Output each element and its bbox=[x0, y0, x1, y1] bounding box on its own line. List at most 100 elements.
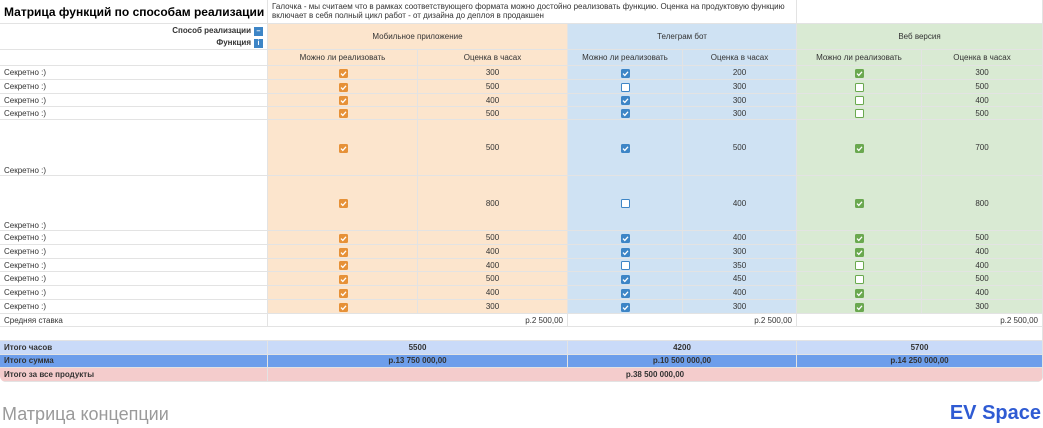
checkbox[interactable] bbox=[338, 143, 348, 153]
hours: 400 bbox=[418, 259, 568, 272]
row-label: Секретно :) bbox=[0, 259, 268, 272]
hours: 200 bbox=[683, 66, 797, 80]
col-header: Можно ли реализовать bbox=[268, 50, 418, 66]
hours: 300 bbox=[683, 94, 797, 107]
checkbox[interactable] bbox=[621, 82, 630, 92]
group-name: Веб версия bbox=[797, 24, 1043, 50]
hours: 500 bbox=[922, 231, 1043, 245]
checkbox[interactable] bbox=[338, 96, 348, 105]
hours: 300 bbox=[922, 300, 1043, 314]
checkbox[interactable] bbox=[621, 302, 630, 312]
row-label: Секретно :) bbox=[0, 286, 268, 300]
checkbox[interactable] bbox=[621, 96, 630, 105]
row-label: Секретно :) bbox=[0, 80, 268, 94]
checkbox[interactable] bbox=[338, 274, 348, 284]
checkbox[interactable] bbox=[338, 247, 348, 257]
checkbox[interactable] bbox=[855, 261, 864, 270]
checkbox[interactable] bbox=[621, 143, 630, 153]
hours: 300 bbox=[922, 66, 1043, 80]
corner-line: Функция i bbox=[216, 37, 263, 49]
checkbox[interactable] bbox=[855, 302, 864, 312]
title: Матрица функций по способам реализации bbox=[0, 0, 268, 24]
hours: 500 bbox=[418, 272, 568, 286]
total-value: 4200 bbox=[568, 341, 797, 355]
checkbox[interactable] bbox=[621, 199, 630, 208]
checkbox[interactable] bbox=[855, 82, 864, 92]
checkbox[interactable] bbox=[621, 288, 630, 298]
checkbox[interactable] bbox=[855, 274, 864, 284]
total-label: Итого часов bbox=[0, 341, 268, 355]
checkbox[interactable] bbox=[855, 247, 864, 257]
checkbox[interactable] bbox=[855, 288, 864, 298]
hours: 700 bbox=[922, 120, 1043, 176]
hours: 400 bbox=[922, 259, 1043, 272]
row-label: Секретно :) bbox=[0, 231, 268, 245]
hours: 300 bbox=[418, 66, 568, 80]
hours: 450 bbox=[683, 272, 797, 286]
total-value: 5700 bbox=[797, 341, 1043, 355]
icon[interactable]: i bbox=[254, 38, 263, 48]
icon[interactable]: – bbox=[254, 26, 263, 36]
hours: 400 bbox=[922, 286, 1043, 300]
checkbox[interactable] bbox=[621, 68, 630, 78]
brand: EV Space bbox=[949, 402, 1041, 424]
checkbox[interactable] bbox=[338, 199, 348, 208]
row-label: Секретно :) bbox=[0, 245, 268, 259]
hours: 500 bbox=[922, 107, 1043, 120]
checkbox[interactable] bbox=[338, 68, 348, 78]
hours: 500 bbox=[418, 120, 568, 176]
corner-label: Способ реализации bbox=[172, 25, 251, 35]
hours: 400 bbox=[418, 245, 568, 259]
checkbox[interactable] bbox=[338, 302, 348, 312]
avg-value: р.2 500,00 bbox=[797, 314, 1043, 327]
total-value: р.10 500 000,00 bbox=[568, 354, 797, 368]
hours: 400 bbox=[683, 176, 797, 231]
row-label: Секретно :) bbox=[0, 120, 268, 176]
caption: Матрица концепции bbox=[2, 404, 169, 424]
hours: 500 bbox=[683, 120, 797, 176]
checkbox[interactable] bbox=[338, 82, 348, 92]
checkbox[interactable] bbox=[855, 143, 864, 153]
blank-row bbox=[0, 327, 1043, 341]
checkbox[interactable] bbox=[855, 96, 864, 105]
hours: 350 bbox=[683, 259, 797, 272]
checkbox[interactable] bbox=[855, 199, 864, 208]
hours: 400 bbox=[683, 286, 797, 300]
corner: Способ реализации – Функция i bbox=[0, 24, 268, 50]
hours: 500 bbox=[418, 107, 568, 120]
row-label: Секретно :) bbox=[0, 107, 268, 120]
checkbox[interactable] bbox=[338, 288, 348, 298]
checkbox[interactable] bbox=[621, 261, 630, 270]
total-value: р.14 250 000,00 bbox=[797, 354, 1043, 368]
checkbox[interactable] bbox=[621, 233, 630, 243]
checkbox[interactable] bbox=[338, 233, 348, 243]
spreadsheet: Матрица функций по способам реализации Га… bbox=[0, 0, 1043, 382]
row-label: Секретно :) bbox=[0, 272, 268, 286]
hours: 300 bbox=[683, 245, 797, 259]
hours: 800 bbox=[922, 176, 1043, 231]
hours: 400 bbox=[418, 286, 568, 300]
corner-line: Способ реализации – bbox=[172, 25, 263, 37]
avg-value: р.2 500,00 bbox=[268, 314, 568, 327]
checkbox[interactable] bbox=[855, 68, 864, 78]
grand-value: р.38 500 000,00 bbox=[268, 368, 1043, 382]
hours: 400 bbox=[683, 231, 797, 245]
hours: 800 bbox=[418, 176, 568, 231]
avg-label: Средняя ставка bbox=[0, 314, 268, 327]
col-header: Оценка в часах bbox=[418, 50, 568, 66]
hours: 400 bbox=[922, 94, 1043, 107]
checkbox[interactable] bbox=[621, 274, 630, 284]
col-header: Оценка в часах bbox=[922, 50, 1043, 66]
checkbox[interactable] bbox=[338, 109, 348, 118]
hours: 500 bbox=[922, 80, 1043, 94]
empty bbox=[797, 0, 1043, 24]
checkbox[interactable] bbox=[621, 247, 630, 257]
hours: 400 bbox=[418, 94, 568, 107]
checkbox[interactable] bbox=[855, 109, 864, 118]
group-name: Мобильное приложение bbox=[268, 24, 568, 50]
empty bbox=[0, 50, 268, 66]
checkbox[interactable] bbox=[855, 233, 864, 243]
checkbox[interactable] bbox=[338, 261, 348, 270]
checkbox[interactable] bbox=[621, 109, 630, 118]
